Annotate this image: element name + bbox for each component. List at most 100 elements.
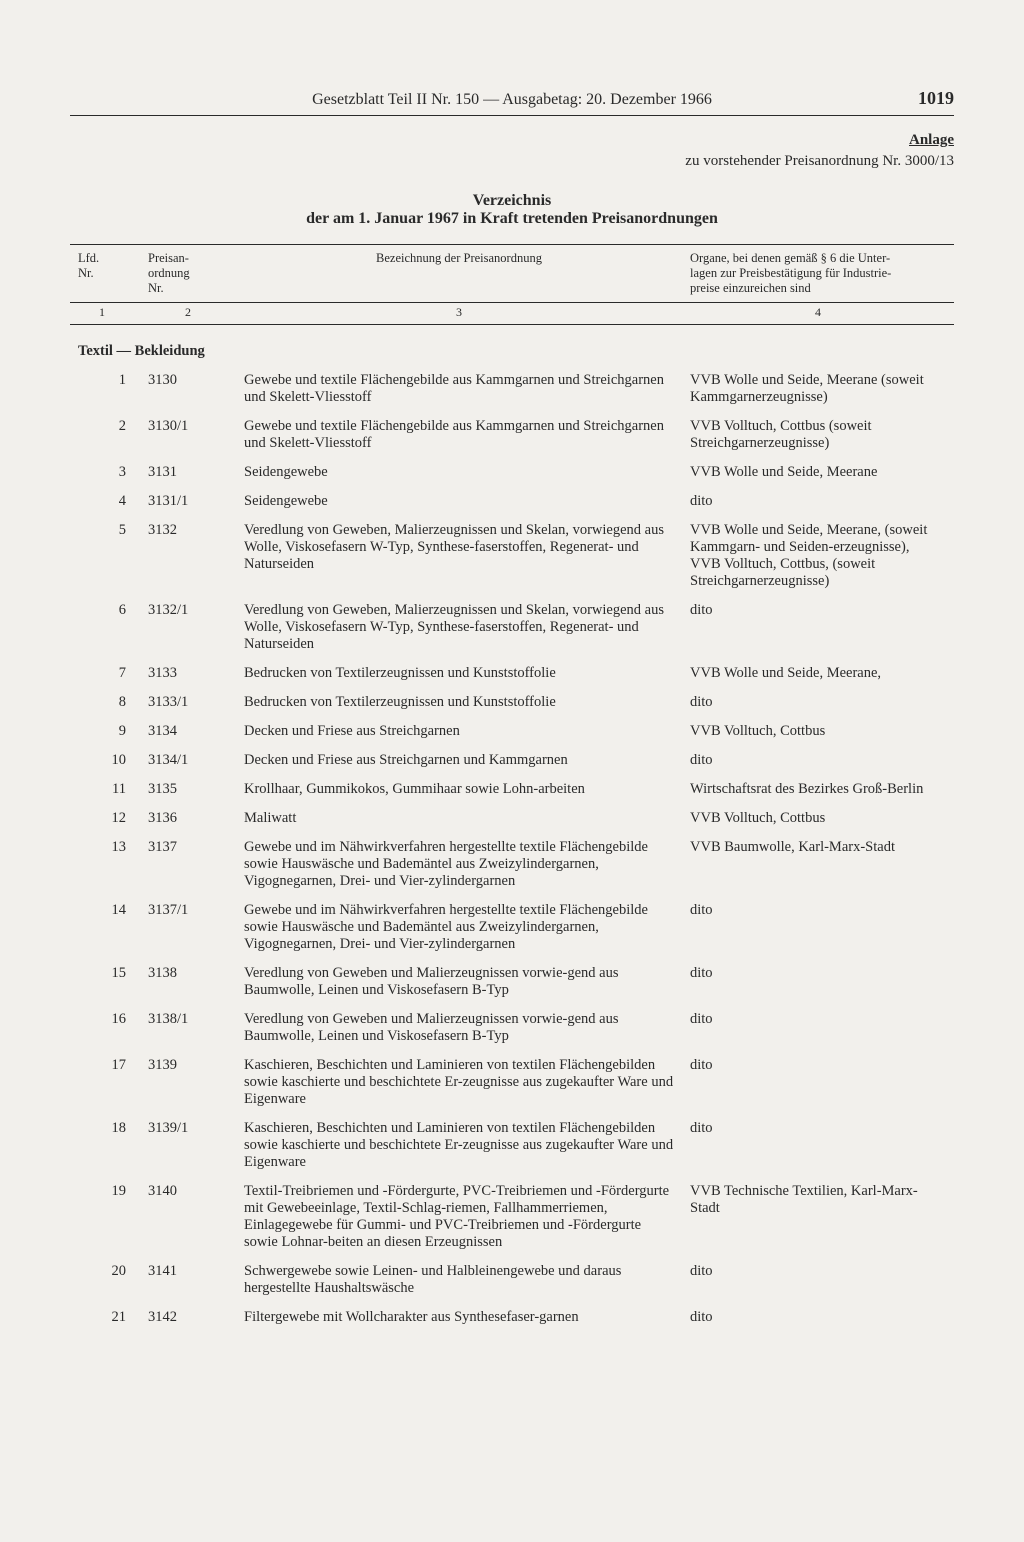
attachment-heading: Anlage zu vorstehender Preisanordnung Nr… (70, 132, 954, 170)
table-row: 173139Kaschieren, Beschichten und Lamini… (70, 1051, 954, 1114)
cell-preisnr: 3136 (140, 804, 236, 833)
cell-bezeichnung: Decken und Friese aus Streichgarnen (236, 717, 682, 746)
cell-organe: dito (682, 1051, 954, 1114)
cell-preisnr: 3134/1 (140, 746, 236, 775)
colnum-2: 2 (140, 303, 236, 324)
cell-bezeichnung: Textil-Treibriemen und -Fördergurte, PVC… (236, 1177, 682, 1257)
cell-organe: dito (682, 487, 954, 516)
price-order-table: Lfd. Nr. Preisan- ordnung Nr. Bezeichnun… (70, 244, 954, 1332)
table-row: 123136MaliwattVVB Volltuch, Cottbus (70, 804, 954, 833)
cell-lfdnr: 19 (70, 1177, 140, 1257)
cell-lfdnr: 10 (70, 746, 140, 775)
table-row: 13130Gewebe und textile Flächengebilde a… (70, 366, 954, 412)
table-row: 93134Decken und Friese aus Streichgarnen… (70, 717, 954, 746)
list-heading-line1: Verzeichnis (70, 192, 954, 210)
cell-lfdnr: 4 (70, 487, 140, 516)
table-row: 73133Bedrucken von Textilerzeugnissen un… (70, 659, 954, 688)
cell-organe: dito (682, 1114, 954, 1177)
runhead-title: Gesetzblatt Teil II Nr. 150 — Ausgabetag… (130, 91, 894, 109)
cell-organe: VVB Volltuch, Cottbus (soweit Streichgar… (682, 412, 954, 458)
table-header-row: Lfd. Nr. Preisan- ordnung Nr. Bezeichnun… (70, 245, 954, 302)
colnum-1: 1 (70, 303, 140, 324)
cell-preisnr: 3132 (140, 516, 236, 596)
table-row: 103134/1Decken und Friese aus Streichgar… (70, 746, 954, 775)
list-heading: Verzeichnis der am 1. Januar 1967 in Kra… (70, 192, 954, 228)
cell-preisnr: 3138 (140, 959, 236, 1005)
cell-lfdnr: 16 (70, 1005, 140, 1051)
cell-organe: VVB Wolle und Seide, Meerane (soweit Kam… (682, 366, 954, 412)
cell-lfdnr: 3 (70, 458, 140, 487)
cell-preisnr: 3139 (140, 1051, 236, 1114)
table-row: 63132/1Veredlung von Geweben, Malierzeug… (70, 596, 954, 659)
cell-bezeichnung: Gewebe und textile Flächengebilde aus Ka… (236, 366, 682, 412)
cell-organe: VVB Baumwolle, Karl-Marx-Stadt (682, 833, 954, 896)
table-head: Lfd. Nr. Preisan- ordnung Nr. Bezeichnun… (70, 244, 954, 325)
cell-lfdnr: 11 (70, 775, 140, 804)
cell-organe: dito (682, 1005, 954, 1051)
cell-bezeichnung: Krollhaar, Gummikokos, Gummihaar sowie L… (236, 775, 682, 804)
document-page: Gesetzblatt Teil II Nr. 150 — Ausgabetag… (0, 0, 1024, 1542)
cell-lfdnr: 13 (70, 833, 140, 896)
cell-lfdnr: 5 (70, 516, 140, 596)
colnum-4: 4 (682, 303, 954, 324)
cell-bezeichnung: Seidengewebe (236, 487, 682, 516)
table-row: 33131SeidengewebeVVB Wolle und Seide, Me… (70, 458, 954, 487)
cell-bezeichnung: Bedrucken von Textilerzeugnissen und Kun… (236, 688, 682, 717)
cell-bezeichnung: Schwergewebe sowie Leinen- und Halbleine… (236, 1257, 682, 1303)
cell-organe: dito (682, 688, 954, 717)
cell-preisnr: 3133/1 (140, 688, 236, 717)
cell-lfdnr: 20 (70, 1257, 140, 1303)
attachment-label: Anlage (909, 132, 954, 149)
table-row: 203141Schwergewebe sowie Leinen- und Hal… (70, 1257, 954, 1303)
cell-bezeichnung: Bedrucken von Textilerzeugnissen und Kun… (236, 659, 682, 688)
table-row: 113135Krollhaar, Gummikokos, Gummihaar s… (70, 775, 954, 804)
cell-organe: VVB Wolle und Seide, Meerane, (soweit Ka… (682, 516, 954, 596)
cell-preisnr: 3130/1 (140, 412, 236, 458)
cell-preisnr: 3133 (140, 659, 236, 688)
table-row: 153138Veredlung von Geweben und Malierze… (70, 959, 954, 1005)
cell-lfdnr: 1 (70, 366, 140, 412)
table-row: 133137Gewebe und im Nähwirkverfahren her… (70, 833, 954, 896)
table-row: 213142Filtergewebe mit Wollcharakter aus… (70, 1303, 954, 1332)
cell-bezeichnung: Kaschieren, Beschichten und Laminieren v… (236, 1051, 682, 1114)
cell-lfdnr: 12 (70, 804, 140, 833)
table-colnum-row: 1 2 3 4 (70, 303, 954, 324)
cell-organe: dito (682, 896, 954, 959)
cell-lfdnr: 18 (70, 1114, 140, 1177)
running-head: Gesetzblatt Teil II Nr. 150 — Ausgabetag… (70, 88, 954, 109)
cell-lfdnr: 21 (70, 1303, 140, 1332)
cell-organe: VVB Technische Textilien, Karl-Marx-Stad… (682, 1177, 954, 1257)
table-row: 183139/1Kaschieren, Beschichten und Lami… (70, 1114, 954, 1177)
cell-lfdnr: 2 (70, 412, 140, 458)
cell-bezeichnung: Maliwatt (236, 804, 682, 833)
cell-preisnr: 3142 (140, 1303, 236, 1332)
cell-organe: VVB Wolle und Seide, Meerane (682, 458, 954, 487)
cell-bezeichnung: Kaschieren, Beschichten und Laminieren v… (236, 1114, 682, 1177)
cell-preisnr: 3137/1 (140, 896, 236, 959)
cell-organe: Wirtschaftsrat des Bezirkes Groß-Berlin (682, 775, 954, 804)
table-body: Textil — Bekleidung 13130Gewebe und text… (70, 325, 954, 1332)
table-row: 53132Veredlung von Geweben, Malierzeugni… (70, 516, 954, 596)
cell-bezeichnung: Veredlung von Geweben, Malierzeugnissen … (236, 516, 682, 596)
cell-preisnr: 3140 (140, 1177, 236, 1257)
table-row: 193140Textil-Treibriemen und -Fördergurt… (70, 1177, 954, 1257)
cell-organe: dito (682, 596, 954, 659)
cell-organe: dito (682, 746, 954, 775)
cell-organe: dito (682, 1257, 954, 1303)
cell-preisnr: 3131/1 (140, 487, 236, 516)
cell-preisnr: 3131 (140, 458, 236, 487)
section-title: Textil — Bekleidung (70, 325, 954, 366)
table-row: 143137/1Gewebe und im Nähwirkverfahren h… (70, 896, 954, 959)
cell-preisnr: 3135 (140, 775, 236, 804)
cell-organe: dito (682, 1303, 954, 1332)
cell-organe: VVB Volltuch, Cottbus (682, 717, 954, 746)
cell-preisnr: 3137 (140, 833, 236, 896)
section-row: Textil — Bekleidung (70, 325, 954, 366)
table-row: 23130/1Gewebe und textile Flächengebilde… (70, 412, 954, 458)
col-header-lfdnr: Lfd. Nr. (70, 245, 140, 302)
cell-bezeichnung: Gewebe und im Nähwirkverfahren hergestel… (236, 833, 682, 896)
cell-lfdnr: 8 (70, 688, 140, 717)
colnum-3: 3 (236, 303, 682, 324)
cell-preisnr: 3138/1 (140, 1005, 236, 1051)
table-row: 43131/1Seidengewebedito (70, 487, 954, 516)
